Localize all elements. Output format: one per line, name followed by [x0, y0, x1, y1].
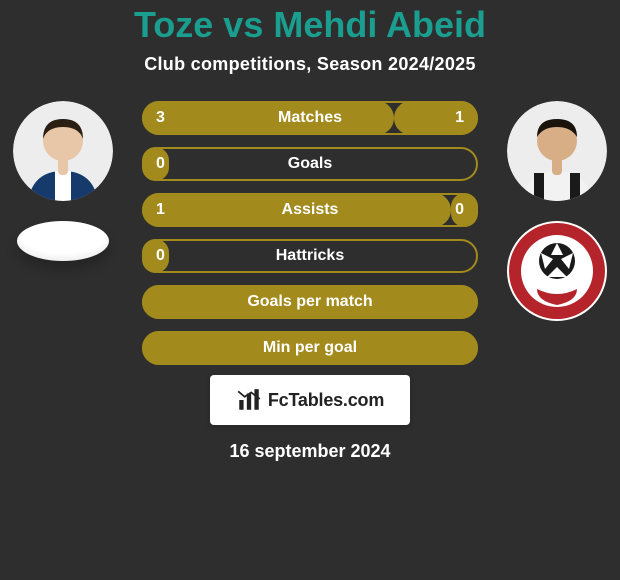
- stat-left-value: 0: [156, 155, 165, 173]
- stat-right-value: 0: [455, 201, 464, 219]
- page-title: Toze vs Mehdi Abeid: [134, 4, 486, 46]
- right-club-badge: [507, 221, 607, 321]
- branding-text: FcTables.com: [268, 390, 384, 411]
- bar-chart-icon: [236, 387, 262, 413]
- stat-row: 3 1 Matches: [142, 101, 478, 135]
- left-club-badge: [17, 221, 109, 261]
- club-crest-illustration: [507, 221, 607, 321]
- stat-label: Goals per match: [247, 293, 372, 311]
- left-player-column: [8, 101, 118, 261]
- left-player-avatar: [13, 101, 113, 201]
- stat-label: Hattricks: [276, 247, 344, 265]
- stat-row: Goals per match: [142, 285, 478, 319]
- right-player-column: [502, 101, 612, 321]
- stat-left-value: 3: [156, 109, 165, 127]
- stat-left-value: 1: [156, 201, 165, 219]
- stat-row: Min per goal: [142, 331, 478, 365]
- stat-left-value: 0: [156, 247, 165, 265]
- avatar-illustration: [13, 101, 113, 201]
- comparison-bars: 3 1 Matches 0 Goals 1 0 Assists 0 Hattricks Goals …: [142, 101, 478, 365]
- page-subtitle: Club competitions, Season 2024/2025: [144, 54, 476, 75]
- stat-label: Min per goal: [263, 339, 357, 357]
- branding-badge: FcTables.com: [210, 375, 410, 425]
- stats-area: 3 1 Matches 0 Goals 1 0 Assists 0 Hattricks Goals …: [0, 101, 620, 365]
- comparison-infographic: Toze vs Mehdi Abeid Club competitions, S…: [0, 0, 620, 580]
- stat-right-value: 1: [455, 109, 464, 127]
- stat-label: Goals: [288, 155, 332, 173]
- stat-row: 0 Goals: [142, 147, 478, 181]
- stat-row: 1 0 Assists: [142, 193, 478, 227]
- stat-label: Assists: [282, 201, 339, 219]
- avatar-illustration: [507, 101, 607, 201]
- date-text: 16 september 2024: [229, 441, 390, 462]
- stat-row: 0 Hattricks: [142, 239, 478, 273]
- stat-label: Matches: [278, 109, 342, 127]
- right-player-avatar: [507, 101, 607, 201]
